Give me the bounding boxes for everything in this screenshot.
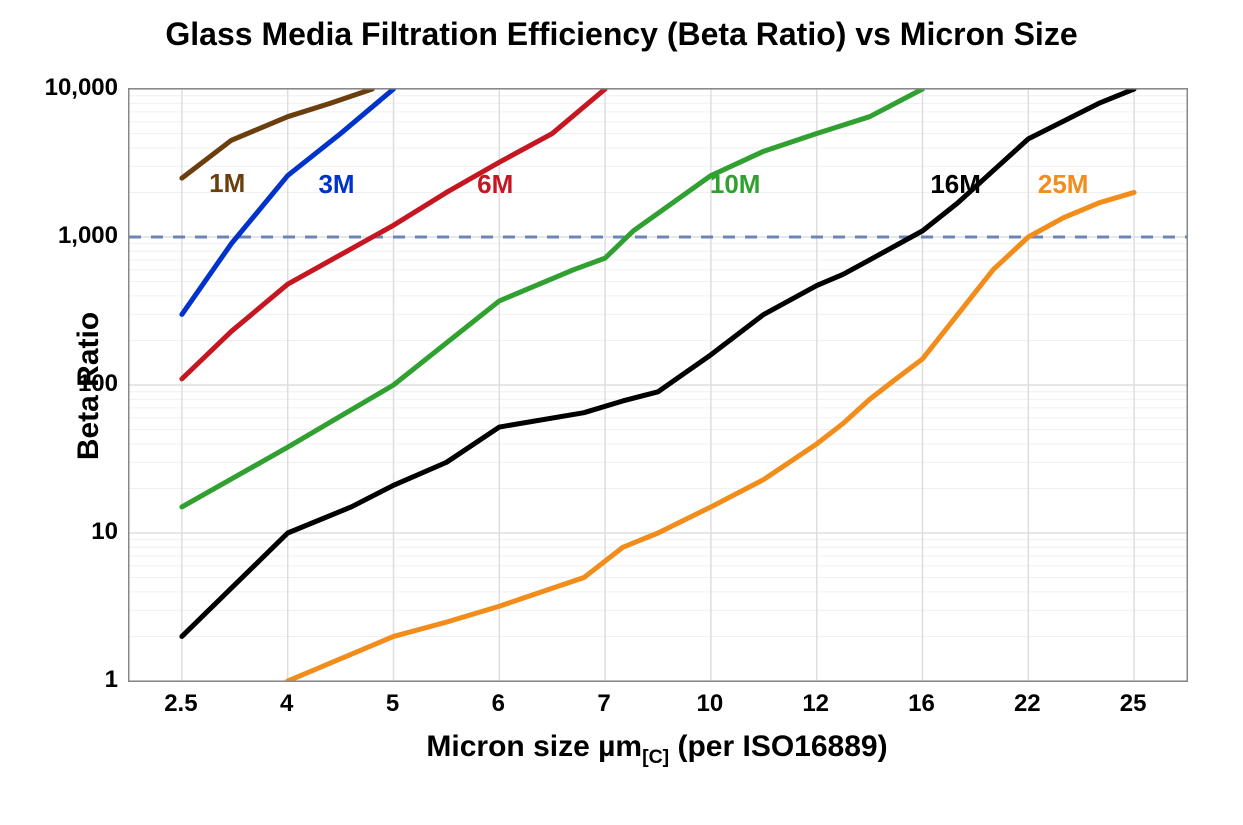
x-tick-label: 7 xyxy=(564,690,644,718)
y-tick-label: 1,000 xyxy=(18,222,118,250)
x-axis-label: Micron size µm[C] (per ISO16889) xyxy=(128,730,1186,769)
x-tick-label: 4 xyxy=(247,690,327,718)
series-label-16M: 16M xyxy=(930,169,981,200)
x-tick-label: 2.5 xyxy=(141,690,221,718)
x-tick-label: 22 xyxy=(987,690,1067,718)
plot-area xyxy=(128,88,1188,682)
y-tick-label: 100 xyxy=(18,370,118,398)
series-label-10M: 10M xyxy=(710,169,761,200)
chart-title: Glass Media Filtration Efficiency (Beta … xyxy=(0,16,1243,53)
x-tick-label: 6 xyxy=(458,690,538,718)
series-label-3M: 3M xyxy=(318,169,354,200)
x-tick-label: 25 xyxy=(1093,690,1173,718)
series-label-1M: 1M xyxy=(209,168,245,199)
plot-svg xyxy=(129,89,1187,681)
x-tick-label: 12 xyxy=(776,690,856,718)
y-tick-label: 10 xyxy=(18,518,118,546)
series-label-6M: 6M xyxy=(477,169,513,200)
series-label-25M: 25M xyxy=(1038,169,1089,200)
y-tick-label: 1 xyxy=(18,666,118,694)
x-tick-label: 5 xyxy=(353,690,433,718)
chart-container: Glass Media Filtration Efficiency (Beta … xyxy=(0,0,1243,825)
x-tick-label: 10 xyxy=(670,690,750,718)
y-tick-label: 10,000 xyxy=(18,74,118,102)
x-tick-label: 16 xyxy=(882,690,962,718)
